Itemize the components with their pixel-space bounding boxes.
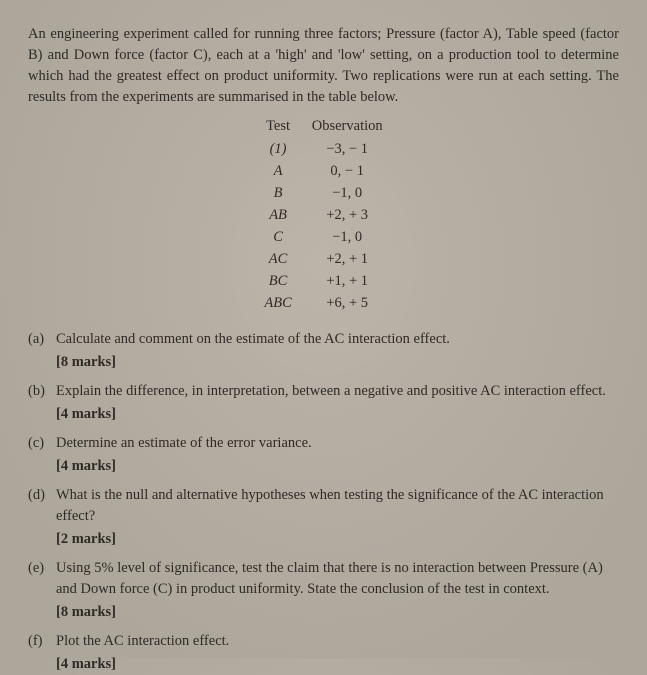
part-text: Determine an estimate of the error varia… <box>56 435 312 451</box>
part-d: (d) What is the null and alternative hyp… <box>28 485 619 550</box>
table-row: ABC+6, + 5 <box>254 293 392 315</box>
table-row: (1)−3, − 1 <box>254 139 392 161</box>
intro-paragraph: An engineering experiment called for run… <box>28 24 619 108</box>
obs-cell: −1, 0 <box>302 183 393 205</box>
test-cell: (1) <box>254 139 301 161</box>
part-label: (e) <box>28 558 44 579</box>
table-row: A0, − 1 <box>254 161 392 183</box>
question-parts: (a) Calculate and comment on the estimat… <box>28 329 619 675</box>
table-row: AC+2, + 1 <box>254 249 392 271</box>
observation-table: Test Observation (1)−3, − 1 A0, − 1 B−1,… <box>254 116 392 315</box>
obs-cell: +6, + 5 <box>302 293 393 315</box>
part-marks: [4 marks] <box>56 654 619 675</box>
part-marks: [8 marks] <box>56 602 619 623</box>
part-label: (c) <box>28 433 44 454</box>
obs-cell: −1, 0 <box>302 227 393 249</box>
test-cell: AC <box>254 249 301 271</box>
obs-cell: +2, + 3 <box>302 205 393 227</box>
test-cell: ABC <box>254 293 301 315</box>
part-marks: [4 marks] <box>56 404 619 425</box>
test-cell: A <box>254 161 301 183</box>
part-label: (b) <box>28 381 45 402</box>
part-label: (f) <box>28 631 43 652</box>
table-row: B−1, 0 <box>254 183 392 205</box>
table-row: C−1, 0 <box>254 227 392 249</box>
part-text: Explain the difference, in interpretatio… <box>56 383 606 399</box>
part-a: (a) Calculate and comment on the estimat… <box>28 329 619 373</box>
part-c: (c) Determine an estimate of the error v… <box>28 433 619 477</box>
part-marks: [8 marks] <box>56 352 619 373</box>
part-text: What is the null and alternative hypothe… <box>56 487 604 524</box>
part-text: Calculate and comment on the estimate of… <box>56 331 450 347</box>
col-test-header: Test <box>254 116 301 139</box>
obs-cell: −3, − 1 <box>302 139 393 161</box>
part-label: (d) <box>28 485 45 506</box>
part-e: (e) Using 5% level of significance, test… <box>28 558 619 623</box>
test-cell: C <box>254 227 301 249</box>
test-cell: AB <box>254 205 301 227</box>
part-text: Plot the AC interaction effect. <box>56 633 229 649</box>
table-header-row: Test Observation <box>254 116 392 139</box>
part-b: (b) Explain the difference, in interpret… <box>28 381 619 425</box>
part-f: (f) Plot the AC interaction effect. [4 m… <box>28 631 619 675</box>
test-cell: BC <box>254 271 301 293</box>
obs-cell: +1, + 1 <box>302 271 393 293</box>
test-cell: B <box>254 183 301 205</box>
col-observation-header: Observation <box>302 116 393 139</box>
obs-cell: 0, − 1 <box>302 161 393 183</box>
obs-cell: +2, + 1 <box>302 249 393 271</box>
table-row: BC+1, + 1 <box>254 271 392 293</box>
part-label: (a) <box>28 329 44 350</box>
part-marks: [4 marks] <box>56 456 619 477</box>
table-row: AB+2, + 3 <box>254 205 392 227</box>
part-text: Using 5% level of significance, test the… <box>56 560 603 597</box>
part-marks: [2 marks] <box>56 529 619 550</box>
